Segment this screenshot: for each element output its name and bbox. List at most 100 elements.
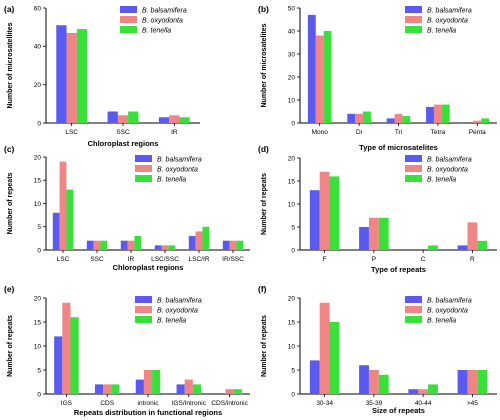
x-tick-label: 30-34 — [316, 400, 333, 407]
x-tick-label: Tri — [395, 129, 402, 136]
bar-boxyodonta-2 — [117, 115, 129, 123]
bar-btenella-4 — [441, 104, 450, 123]
bar-bbalsamifera-2 — [359, 365, 369, 394]
y-tick-label: 0 — [37, 247, 41, 254]
legend-label: B. balsamifera — [427, 7, 472, 14]
chart-panel-2: (b) 0 10 20 30 40 50 Mono Di Tri Tetra Penta Type of… — [258, 4, 497, 152]
legend-swatch — [405, 155, 422, 162]
bar-boxyodonta-4 — [467, 370, 478, 394]
bar-btenella-1 — [76, 29, 88, 123]
panel-label: (d) — [258, 144, 269, 154]
y-tick-label: 10 — [288, 201, 296, 208]
y-tick-label: 10 — [34, 343, 42, 350]
legend-label: B. tenella — [142, 27, 171, 34]
x-tick-label: 35-39 — [366, 400, 383, 407]
legend-label: B. tenella — [157, 317, 186, 324]
chart-panel-1: (a) 0 20 40 60 LSC SSC IR Chloroplast regions Num… — [4, 4, 200, 148]
x-tick-label: CDS/intronic — [211, 400, 248, 407]
x-tick-label: F — [323, 256, 327, 263]
bar-bbalsamifera-2 — [359, 227, 369, 250]
panel-label: (e) — [4, 284, 15, 294]
y-axis-title: Number of repeats — [261, 173, 268, 235]
y-tick-label: 5 — [291, 367, 295, 374]
legend-label: B. oxyodonta — [427, 166, 468, 173]
x-tick-label: 40-44 — [415, 400, 432, 407]
bar-bbalsamifera-2 — [107, 111, 118, 123]
bar-bbalsamifera-1 — [56, 25, 67, 123]
x-axis-title: Type of repeats — [371, 265, 426, 274]
legend-label: B. oxyodonta — [157, 307, 198, 314]
chart-panel-6: (f) 0 5 10 15 20 30-34 35-39 40-44 >45 Size of rep… — [258, 284, 497, 415]
bar-bbalsamifera-2 — [94, 384, 104, 394]
chart-panel-4: (d) 0 5 10 15 20 F P C R Type of repeats Number of … — [258, 144, 497, 274]
legend-swatch — [405, 175, 422, 182]
panel-label: (b) — [258, 4, 269, 14]
y-tick-label: 40 — [34, 44, 42, 51]
x-tick-label: SSC — [116, 129, 130, 136]
legend-swatch — [135, 165, 152, 172]
bar-boxyodonta-3 — [418, 389, 429, 394]
bar-btenella-1 — [70, 317, 79, 394]
x-tick-label: Di — [356, 129, 362, 136]
legend-label: B. balsamifera — [157, 297, 202, 304]
legend-swatch — [135, 296, 152, 303]
bar-btenella-4 — [168, 245, 176, 250]
y-tick-label: 10 — [288, 97, 296, 104]
legend-swatch — [135, 175, 152, 182]
y-tick-label: 0 — [291, 120, 295, 127]
y-axis-title: Number of microsatellites — [7, 22, 14, 108]
legend-label: B. balsamifera — [157, 156, 202, 163]
legend-swatch — [405, 316, 422, 323]
x-axis-title: Size of repeats — [372, 406, 425, 415]
legend-swatch — [135, 306, 152, 313]
legend-label: B. balsamifera — [142, 7, 187, 14]
legend-swatch — [405, 16, 422, 23]
bar-btenella-4 — [477, 370, 488, 394]
bar-bbalsamifera-2 — [86, 240, 94, 250]
bar-boxyodonta-2 — [368, 370, 379, 394]
bar-bbalsamifera-4 — [457, 370, 468, 394]
panel-label: (f) — [258, 284, 267, 294]
bar-boxyodonta-1 — [319, 302, 330, 394]
x-tick-label: intronic — [138, 400, 160, 407]
x-tick-label: LSC/SSC — [151, 256, 179, 263]
y-tick-label: 5 — [37, 224, 41, 231]
y-tick-label: 0 — [291, 391, 295, 398]
bar-btenella-2 — [378, 217, 389, 250]
bar-boxyodonta-6 — [229, 240, 237, 250]
bar-boxyodonta-1 — [66, 32, 77, 123]
x-tick-label: P — [372, 256, 376, 263]
bar-boxyodonta-2 — [368, 217, 379, 250]
y-tick-label: 20 — [288, 74, 296, 81]
bar-btenella-2 — [111, 384, 120, 394]
legend-swatch — [120, 16, 137, 23]
legend-label: B. oxyodonta — [142, 17, 183, 24]
bar-boxyodonta-3 — [394, 113, 403, 123]
bar-bbalsamifera-4 — [457, 245, 468, 250]
x-tick-label: IR — [171, 129, 178, 136]
x-tick-label: IGS — [61, 400, 73, 407]
x-tick-label: IR — [128, 256, 135, 263]
y-tick-label: 10 — [288, 343, 296, 350]
bar-btenella-1 — [329, 322, 340, 394]
y-axis-title: Number of repeats — [7, 315, 14, 377]
x-tick-label: LSC — [57, 256, 70, 263]
legend-swatch — [405, 296, 422, 303]
bar-bbalsamifera-1 — [52, 212, 60, 250]
bar-btenella-5 — [233, 389, 242, 394]
bar-btenella-3 — [134, 236, 142, 250]
x-tick-label: C — [421, 256, 426, 263]
bar-btenella-2 — [100, 240, 108, 250]
x-tick-label: IR/SSC — [222, 256, 244, 263]
bar-bbalsamifera-4 — [426, 106, 434, 123]
legend-label: B. oxyodonta — [157, 166, 198, 173]
legend-label: B. tenella — [427, 27, 456, 34]
bar-btenella-1 — [323, 31, 332, 123]
y-axis-title: Number of repeats — [7, 172, 14, 234]
y-tick-label: 0 — [37, 391, 41, 398]
bar-bbalsamifera-1 — [309, 360, 320, 394]
y-tick-label: 5 — [37, 367, 41, 374]
bar-bbalsamifera-5 — [188, 236, 196, 250]
legend-swatch — [405, 26, 422, 33]
bar-boxyodonta-5 — [473, 120, 482, 123]
